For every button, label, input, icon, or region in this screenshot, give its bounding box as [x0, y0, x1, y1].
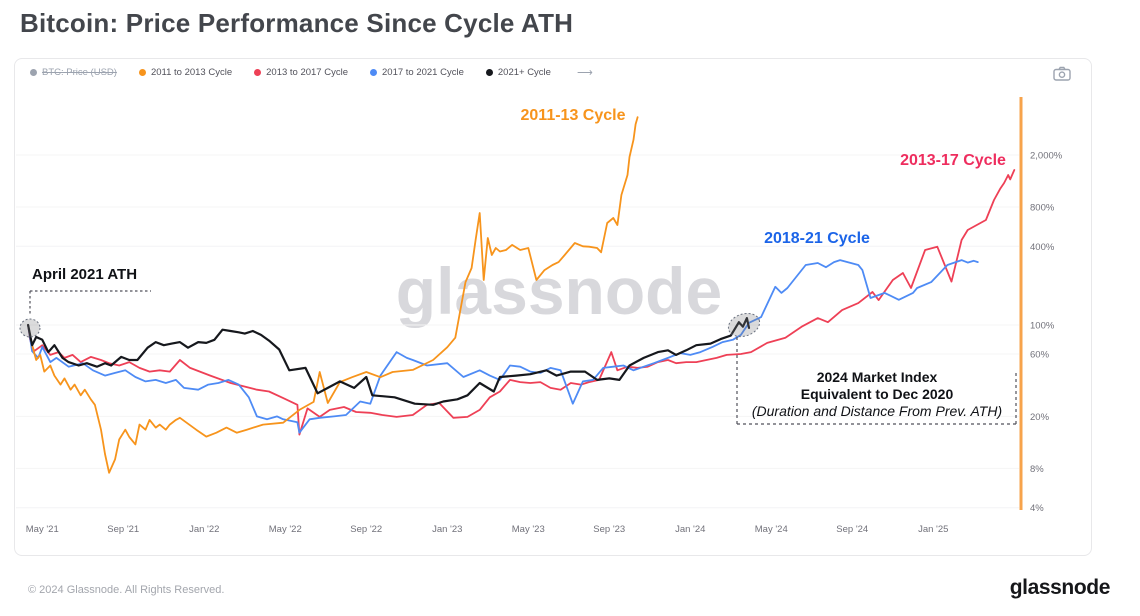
series-line-2017-to-2021-cycle — [27, 259, 979, 434]
legend-more-arrow[interactable]: ⟶ — [576, 67, 593, 79]
annotation-2013-17-cycle: 2013-17 Cycle — [900, 152, 1006, 169]
legend-dot — [254, 69, 262, 76]
page-title: Bitcoin: Price Performance Since Cycle A… — [20, 8, 574, 38]
annotation-market-line1: 2024 Market Index — [816, 369, 938, 385]
camera-icon — [1053, 66, 1071, 81]
annotation-2024-market-index: 2024 Market Index Equivalent to Dec 2020… — [738, 369, 1016, 420]
x-axis-label: May '21 — [26, 524, 59, 535]
x-axis-label: Sep '23 — [593, 524, 625, 535]
legend-label: BTC: Price (USD) — [42, 67, 117, 78]
legend-label: 2013 to 2017 Cycle — [266, 67, 348, 78]
chart-legend: BTC: Price (USD) 2011 to 2013 Cycle 2013 t… — [30, 66, 593, 79]
legend-label: 2021+ Cycle — [497, 67, 551, 78]
screenshot-camera-button[interactable] — [1049, 62, 1075, 84]
market-index-callout-box — [736, 337, 1017, 425]
y-axis-label: 800% — [1030, 202, 1055, 213]
market-index-highlight — [727, 312, 761, 338]
legend-label: 2011 to 2013 Cycle — [150, 67, 233, 78]
legend-item-4[interactable]: 2021+ Cycle — [485, 67, 551, 78]
x-axis-label: Jan '23 — [432, 524, 462, 535]
y-axis-label: 400% — [1030, 242, 1055, 253]
x-axis-label: Jan '24 — [675, 524, 705, 535]
glassnode-logo: glassnode — [1009, 576, 1111, 599]
x-axis-label: Sep '21 — [107, 524, 139, 535]
glassnode-watermark: glassnode — [395, 254, 723, 328]
series-line-2021+-cycle — [27, 317, 751, 406]
april-ath-leader-line — [29, 290, 151, 316]
annotation-market-line3: (Duration and Distance From Prev. ATH) — [751, 403, 1003, 419]
legend-dot — [30, 69, 37, 76]
annotation-april-2021-ath: April 2021 ATH — [32, 266, 138, 283]
annotation-2018-21-cycle: 2018-21 Cycle — [764, 230, 870, 247]
y-axis-label: 2,000% — [1030, 150, 1063, 161]
x-axis-label: Sep '24 — [836, 524, 868, 535]
legend-item-2[interactable]: 2013 to 2017 Cycle — [254, 67, 348, 78]
y-axis-label: 100% — [1030, 321, 1055, 332]
x-axis-label: Jan '22 — [189, 524, 219, 535]
series-line-2011-to-2013-cycle — [27, 116, 639, 474]
annotation-2011-13-cycle: 2011-13 Cycle — [520, 107, 626, 124]
y-axis-label: 4% — [1030, 503, 1044, 514]
legend-item-0[interactable]: BTC: Price (USD) — [30, 67, 117, 78]
x-axis-label: Sep '22 — [350, 524, 382, 535]
footer-copyright: © 2024 Glassnode. All Rights Reserved. — [28, 584, 225, 596]
legend-dot — [485, 69, 493, 76]
y-axis-label: 60% — [1030, 349, 1050, 360]
series-line-2013-to-2017-cycle — [27, 169, 1016, 436]
legend-item-1[interactable]: 2011 to 2013 Cycle — [138, 67, 233, 78]
x-axis-label: May '22 — [269, 524, 302, 535]
april-ath-highlight — [19, 318, 41, 338]
legend-dot — [138, 69, 146, 76]
legend-item-3[interactable]: 2017 to 2021 Cycle — [370, 67, 464, 78]
x-axis-label: Jan '25 — [918, 524, 948, 535]
x-axis-label: May '24 — [755, 524, 788, 535]
annotation-market-line2: Equivalent to Dec 2020 — [800, 386, 954, 402]
plot-area[interactable]: 2,000% 800% 400% 100% 60% 20% 8% 4% May '21 Sep '… — [14, 58, 1092, 556]
legend-label: 2017 to 2021 Cycle — [382, 67, 464, 78]
y-axis-label: 8% — [1030, 464, 1044, 475]
y-axis-label: 20% — [1030, 412, 1050, 423]
chart-card — [14, 58, 1092, 556]
x-axis-label: May '23 — [512, 524, 545, 535]
legend-dot — [370, 69, 377, 76]
